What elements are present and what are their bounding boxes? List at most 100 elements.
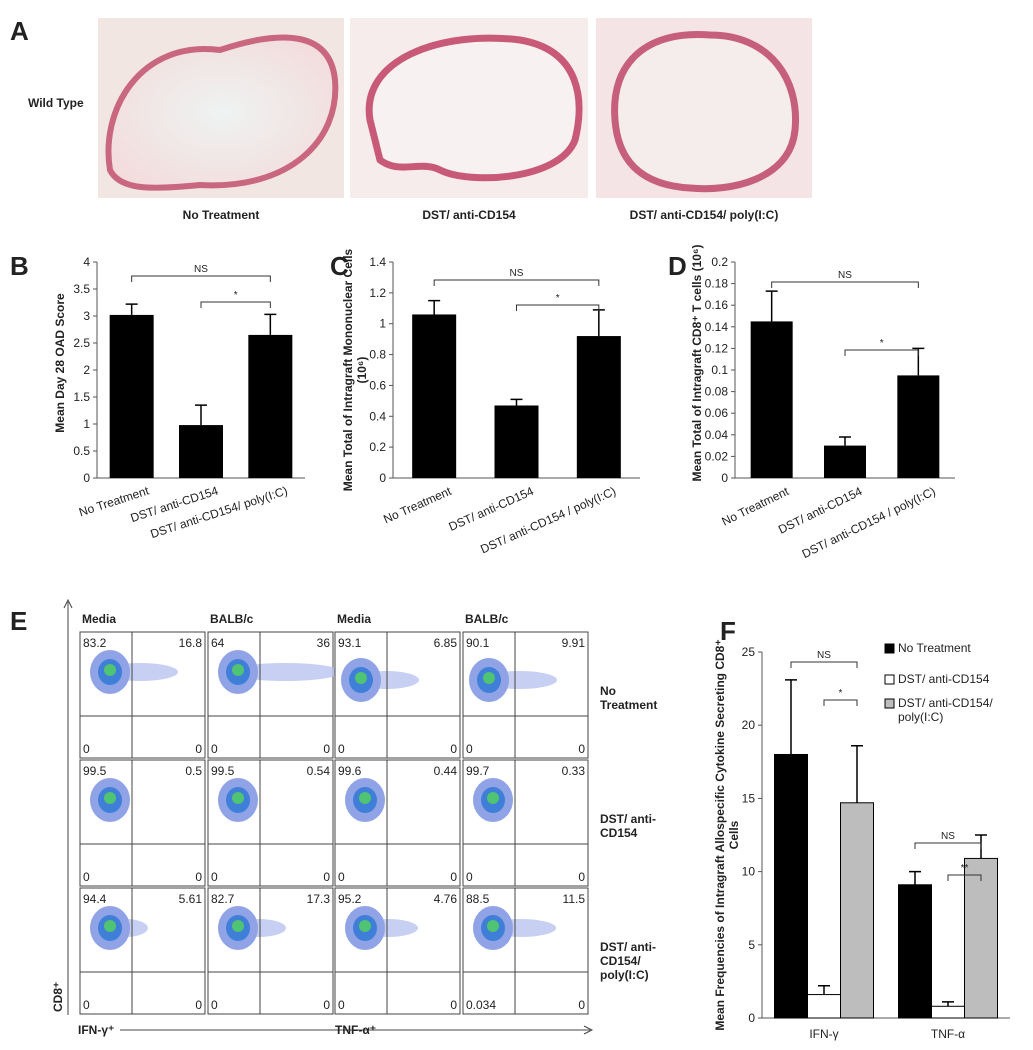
significance-label: * (880, 338, 884, 349)
error-bar (765, 290, 778, 322)
image-caption: No Treatment (183, 208, 260, 222)
flow-density (355, 672, 367, 684)
flow-density (104, 920, 116, 932)
flow-plot-frame (79, 759, 206, 887)
flow-plot-frame (462, 887, 589, 1015)
axis-title: CD8⁺ (51, 982, 65, 1012)
quadrant-value: 0 (211, 742, 218, 756)
quadrant-value: 0.54 (307, 764, 331, 778)
significance-bracket (516, 304, 600, 311)
significance-label: NS (817, 650, 831, 661)
error-bar (839, 436, 851, 446)
significance-label: NS (838, 270, 852, 281)
panel-letter: A (10, 16, 29, 46)
y-tick-label: 1.5 (73, 390, 90, 404)
y-tick-label: 10 (742, 865, 756, 879)
significance-bracket (844, 349, 919, 356)
axis-arrow (120, 1025, 594, 1035)
quadrant-value: 0 (578, 870, 585, 884)
quadrant-value: 0 (338, 998, 345, 1012)
axis-title: IFN-γ⁺ (78, 1023, 114, 1037)
flow-density (359, 920, 371, 932)
quadrant-value: 0 (83, 998, 90, 1012)
y-tick-label: 1.4 (369, 255, 386, 269)
flow-density (230, 663, 341, 681)
column-header: Media (337, 612, 371, 626)
bar (824, 445, 866, 478)
y-tick-label: 0 (83, 471, 90, 485)
y-tick-label: 0.14 (705, 320, 729, 334)
flow-plot-frame (334, 887, 461, 1015)
y-tick-label: 0.2 (369, 440, 386, 454)
bar (179, 425, 223, 478)
y-tick-label: 0.2 (711, 255, 728, 269)
y-tick-label: 2 (83, 363, 90, 377)
error-bar (510, 398, 523, 406)
quadrant-value: 0 (450, 870, 457, 884)
y-axis-title: Mean Total of Intragraft CD8⁺ T cells (1… (690, 244, 704, 482)
quadrant-value: 0 (338, 870, 345, 884)
significance-bracket (823, 699, 858, 706)
error-bar (909, 870, 921, 885)
y-axis-title: Mean Total of Intragraft Mononuclear Cel… (341, 248, 369, 492)
y-tick-label: 0.6 (369, 378, 386, 392)
x-tick-label: DST/ anti-CD154 / poly(I:C) (800, 484, 938, 561)
y-tick-label: 0.8 (369, 348, 386, 362)
significance-bracket (433, 279, 600, 286)
bar (109, 314, 154, 478)
panel-letter: D (668, 251, 687, 281)
quadrant-value: 6.85 (434, 636, 458, 650)
row-label: No Treatment (600, 684, 658, 712)
legend-swatch (884, 698, 895, 709)
quadrant-value: 0 (466, 742, 473, 756)
error-bar (264, 313, 277, 335)
error-bar (592, 309, 605, 337)
flow-plot-frame (207, 887, 334, 1015)
y-tick-label: 1 (379, 317, 386, 331)
y-tick-label: 0.5 (73, 444, 90, 458)
axis-title: TNF-α⁺ (335, 1023, 376, 1037)
error-bar (428, 299, 441, 315)
panel-letter: F (720, 616, 736, 646)
y-tick-label: 1 (83, 417, 90, 431)
x-tick-label: TNF-α (931, 1027, 965, 1041)
x-tick-label: DST/ anti-CD154 / poly(I:C) (478, 484, 618, 556)
error-bar (125, 303, 138, 315)
histology-images (98, 18, 812, 198)
y-tick-label: 4 (83, 255, 90, 269)
bar (897, 375, 940, 478)
y-tick-label: 0.4 (369, 409, 386, 423)
column-header: BALB/c (465, 612, 509, 626)
flow-plot-frame (334, 759, 461, 887)
quadrant-value: 64 (211, 636, 225, 650)
image-caption: DST/ anti-CD154/ poly(I:C) (630, 208, 779, 222)
bar (898, 884, 932, 1019)
y-tick-label: 0.04 (705, 428, 729, 442)
quadrant-value: 17.3 (307, 892, 331, 906)
quadrant-value: 0.44 (434, 764, 458, 778)
quadrant-value: 0 (578, 998, 585, 1012)
significance-label: NS (941, 831, 955, 842)
flow-plot-frame (207, 631, 334, 759)
quadrant-value: 99.6 (338, 764, 362, 778)
y-tick-label: 0.1 (711, 363, 728, 377)
bar (412, 314, 457, 478)
flow-density (487, 792, 499, 804)
y-axis-title: Mean Frequencies of Intragraft Allospeci… (713, 639, 741, 1031)
bar (964, 857, 998, 1019)
quadrant-value: 0 (323, 998, 330, 1012)
legend-swatch (884, 643, 895, 654)
quadrant-value: 99.5 (211, 764, 235, 778)
bar (807, 994, 841, 1019)
quadrant-value: 0 (195, 870, 202, 884)
quadrant-value: 83.2 (83, 636, 107, 650)
bar (774, 753, 808, 1019)
row-label: DST/ anti-CD154 (600, 812, 656, 840)
quadrant-value: 0 (450, 998, 457, 1012)
significance-bracket (914, 842, 982, 849)
quadrant-value: 4.76 (434, 892, 458, 906)
significance-bracket (947, 874, 982, 881)
significance-bracket (131, 275, 271, 282)
bar (931, 1005, 965, 1019)
tissue (365, 34, 583, 182)
